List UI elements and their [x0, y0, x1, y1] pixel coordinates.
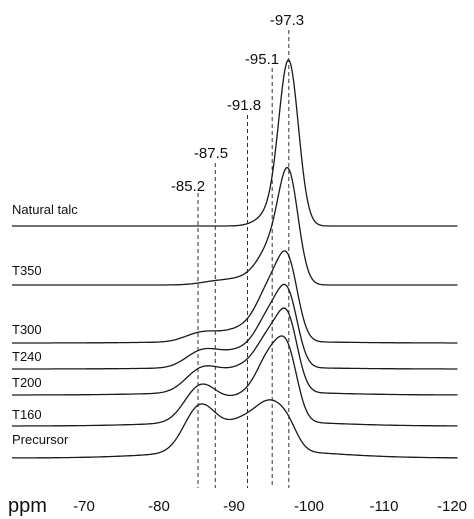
x-axis: ppm -70 -80 -90 -100 -110 -120: [8, 495, 467, 517]
peak-label-95-1: -95.1: [245, 51, 279, 68]
series-label-natural-talc: Natural talc: [12, 202, 78, 217]
spectrum-trace-t200: [12, 307, 458, 396]
series-labels: Natural talc T350 T300 T240 T200 T160 Pr…: [12, 202, 78, 447]
spectrum-trace-precursor: [12, 399, 458, 459]
x-tick-label-90: -90: [223, 498, 245, 515]
x-axis-unit-label: ppm: [8, 495, 47, 517]
peak-labels: -85.2 -87.5 -91.8 -95.1 -97.3: [171, 12, 304, 195]
peak-guide-lines: [197, 30, 290, 488]
series-label-t240: T240: [12, 349, 42, 364]
peak-label-91-8: -91.8: [227, 97, 261, 114]
spectrum-trace-t160: [12, 335, 458, 427]
spectrum-trace-t300: [12, 250, 458, 344]
x-tick-label-80: -80: [148, 498, 170, 515]
spectrum-traces: [12, 59, 458, 459]
x-tick-label-110: -110: [370, 498, 399, 515]
series-label-precursor: Precursor: [12, 432, 69, 447]
peak-label-87-5: -87.5: [194, 145, 228, 162]
series-label-t350: T350: [12, 263, 42, 278]
peak-label-85-2: -85.2: [171, 178, 205, 195]
spectrum-trace-t240: [12, 283, 458, 370]
spectrum-trace-t350: [12, 166, 458, 286]
x-tick-label-120: -120: [437, 498, 467, 515]
series-label-t160: T160: [12, 407, 42, 422]
peak-label-97-3: -97.3: [270, 12, 304, 29]
series-label-t200: T200: [12, 375, 42, 390]
series-label-t300: T300: [12, 322, 42, 337]
x-tick-label-100: -100: [294, 498, 324, 515]
x-tick-label-70: -70: [73, 498, 95, 515]
spectrum-trace-natural-talc: [12, 59, 458, 227]
